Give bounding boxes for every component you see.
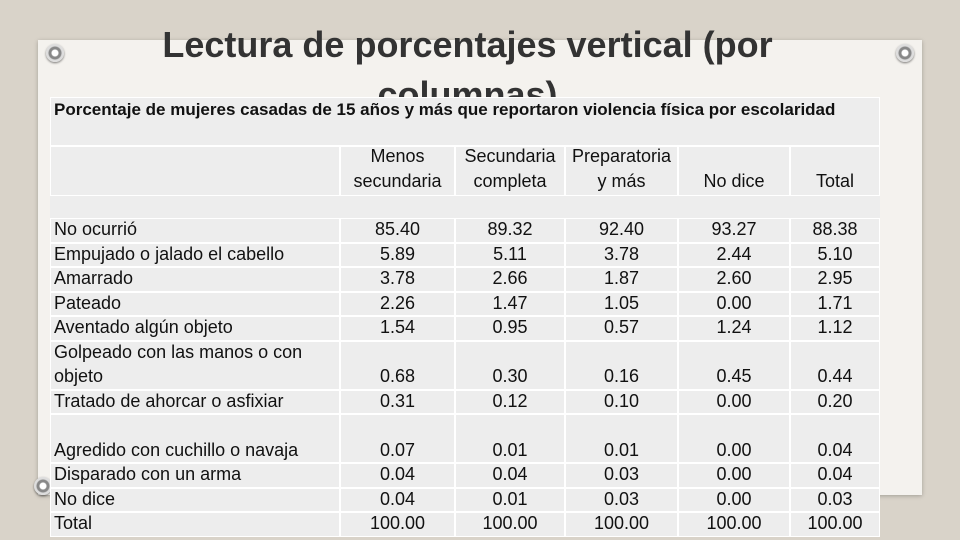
value-cell: 2.60 [678,267,790,292]
value-cell: 3.78 [340,267,455,292]
value-cell: 1.12 [790,316,880,341]
value-cell: 0.07 [340,414,455,463]
value-cell: 2.95 [790,267,880,292]
value-cell: 1.05 [565,291,678,316]
value-cell: 0.01 [455,414,565,463]
value-cell: 1.47 [455,291,565,316]
value-cell: 0.03 [565,487,678,512]
value-cell: 88.38 [790,218,880,243]
value-cell: 100.00 [455,512,565,537]
value-cell: 0.31 [340,389,455,414]
value-cell: 0.03 [565,463,678,488]
value-cell: 100.00 [678,512,790,537]
value-cell: 0.12 [455,389,565,414]
header-cell: Menos secundaria [340,146,455,196]
value-cell: 1.71 [790,291,880,316]
row-label: Tratado de ahorcar o asfixiar [50,389,340,414]
row-label: Amarrado [50,267,340,292]
value-cell: 2.44 [678,242,790,267]
value-cell: 0.00 [678,463,790,488]
value-cell: 5.89 [340,242,455,267]
value-cell: 0.04 [340,463,455,488]
table: Porcentaje de mujeres casadas de 15 años… [50,97,880,537]
value-cell: 0.57 [565,316,678,341]
value-cell: 0.04 [455,463,565,488]
pin-icon [34,477,52,495]
value-cell: 0.00 [678,414,790,463]
header-cell: No dice [678,146,790,196]
value-cell: 0.04 [340,487,455,512]
value-cell: 0.95 [455,316,565,341]
row-label: No ocurrió [50,218,340,243]
value-cell: 3.78 [565,242,678,267]
value-cell: 0.44 [790,340,880,390]
row-label: Agredido con cuchillo o navaja [50,414,340,463]
value-cell: 0.00 [678,291,790,316]
value-cell: 2.26 [340,291,455,316]
value-cell: 0.20 [790,389,880,414]
value-cell: 92.40 [565,218,678,243]
value-cell: 0.30 [455,340,565,390]
value-cell: 1.87 [565,267,678,292]
value-cell: 100.00 [790,512,880,537]
value-cell: 0.03 [790,487,880,512]
table-caption: Porcentaje de mujeres casadas de 15 años… [50,97,880,146]
value-cell: 0.16 [565,340,678,390]
value-cell: 1.54 [340,316,455,341]
value-cell: 5.11 [455,242,565,267]
value-cell: 0.68 [340,340,455,390]
value-cell: 100.00 [565,512,678,537]
value-cell: 0.00 [678,389,790,414]
value-cell: 0.45 [678,340,790,390]
value-cell: 100.00 [340,512,455,537]
row-label: Disparado con un arma [50,463,340,488]
header-cell: Secundaria completa [455,146,565,196]
pin-icon [896,44,914,62]
row-label: Empujado o jalado el cabello [50,242,340,267]
value-cell: 0.01 [455,487,565,512]
value-cell: 1.24 [678,316,790,341]
value-cell: 0.10 [565,389,678,414]
value-cell: 0.04 [790,414,880,463]
value-cell: 85.40 [340,218,455,243]
row-label: Aventado algún objeto [50,316,340,341]
value-cell: 93.27 [678,218,790,243]
value-cell: 2.66 [455,267,565,292]
header-cell: Total [790,146,880,196]
row-label: Total [50,512,340,537]
value-cell: 5.10 [790,242,880,267]
header-cell: Preparatoria y más [565,146,678,196]
value-cell: 0.01 [565,414,678,463]
pin-icon [46,44,64,62]
row-label: Pateado [50,291,340,316]
value-cell: 0.00 [678,487,790,512]
value-cell: 0.04 [790,463,880,488]
header-cell [50,146,340,196]
value-cell: 89.32 [455,218,565,243]
row-label: No dice [50,487,340,512]
row-label: Golpeado con las manos o con objeto [50,340,340,390]
